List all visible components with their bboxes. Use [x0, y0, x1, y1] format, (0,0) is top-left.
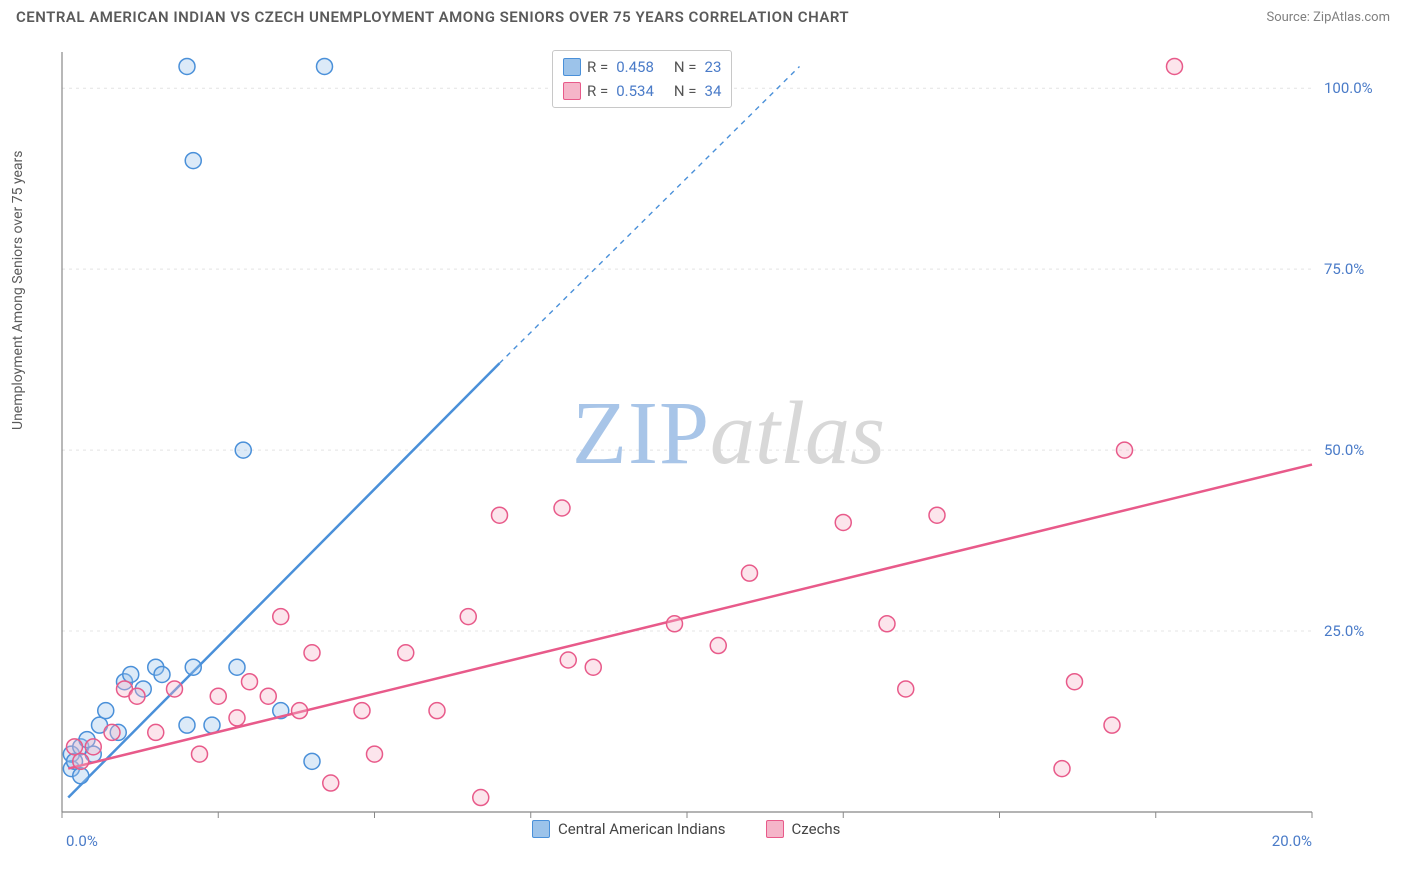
data-point	[67, 739, 83, 755]
scatter-chart-svg: 25.0% 50.0% 75.0% 100.0% 0.0% 20.0%	[52, 42, 1392, 862]
data-point	[560, 652, 576, 668]
legend-label: Central American Indians	[558, 820, 726, 838]
data-point	[73, 768, 89, 784]
data-point	[210, 688, 226, 704]
plot-area: 25.0%50.0%75.0%100.0%0.0%20.0% ZIPatlas …	[52, 42, 1392, 862]
data-point	[129, 688, 145, 704]
data-point	[1167, 58, 1183, 74]
legend-n-value: 34	[705, 79, 722, 103]
data-point	[492, 507, 508, 523]
data-point	[260, 688, 276, 704]
y-axis-label: Unemployment Among Seniors over 75 years	[10, 151, 26, 431]
data-point	[742, 565, 758, 581]
data-point	[98, 703, 114, 719]
data-point	[273, 609, 289, 625]
data-point	[154, 666, 170, 682]
x-tick-label: 0.0%	[66, 832, 98, 850]
data-point	[242, 674, 258, 690]
data-point	[204, 717, 220, 733]
data-point	[429, 703, 445, 719]
trend-line	[68, 465, 1312, 769]
data-point	[123, 666, 139, 682]
data-point	[460, 609, 476, 625]
legend-n-value: 23	[705, 55, 722, 79]
legend-label: Czechs	[792, 820, 841, 838]
data-point	[585, 659, 601, 675]
legend-swatch	[563, 58, 581, 76]
y-tick-label: 100.0%	[1324, 79, 1373, 97]
legend-row: R = 0.534 N = 34	[563, 79, 721, 103]
data-point	[167, 681, 183, 697]
source-attribution: Source: ZipAtlas.com	[1266, 10, 1390, 25]
data-point	[554, 500, 570, 516]
data-point	[235, 442, 251, 458]
data-point	[667, 616, 683, 632]
data-point	[229, 659, 245, 675]
data-point	[1104, 717, 1120, 733]
legend-row: R = 0.458 N = 23	[563, 55, 721, 79]
legend-n-label: N =	[674, 79, 697, 103]
legend-swatch	[766, 820, 784, 838]
y-tick-label: 50.0%	[1324, 441, 1364, 459]
y-tick-label: 25.0%	[1324, 622, 1364, 640]
data-point	[185, 153, 201, 169]
data-point	[898, 681, 914, 697]
legend-item: Czechs	[766, 820, 841, 838]
data-point	[317, 58, 333, 74]
legend-swatch	[532, 820, 550, 838]
series-legend: Central American Indians Czechs	[532, 820, 840, 838]
data-point	[710, 638, 726, 654]
trend-line	[68, 363, 499, 797]
data-point	[1054, 761, 1070, 777]
data-point	[73, 753, 89, 769]
trend-line-dashed	[500, 66, 800, 363]
data-point	[104, 724, 120, 740]
correlation-legend: R = 0.458 N = 23 R = 0.534 N = 34	[552, 50, 732, 108]
data-point	[229, 710, 245, 726]
data-point	[292, 703, 308, 719]
chart-header: CENTRAL AMERICAN INDIAN VS CZECH UNEMPLO…	[0, 0, 1406, 30]
data-point	[304, 645, 320, 661]
x-tick-label: 20.0%	[1272, 832, 1312, 850]
data-point	[179, 717, 195, 733]
data-point	[1117, 442, 1133, 458]
y-tick-label: 75.0%	[1324, 260, 1364, 278]
data-point	[398, 645, 414, 661]
data-point	[323, 775, 339, 791]
data-point	[304, 753, 320, 769]
legend-n-label: N =	[674, 55, 697, 79]
data-point	[185, 659, 201, 675]
legend-r-value: 0.458	[616, 55, 654, 79]
legend-r-label: R =	[587, 55, 608, 79]
legend-r-value: 0.534	[616, 79, 654, 103]
legend-r-label: R =	[587, 79, 608, 103]
data-point	[354, 703, 370, 719]
data-point	[1067, 674, 1083, 690]
data-point	[179, 58, 195, 74]
data-point	[367, 746, 383, 762]
data-point	[879, 616, 895, 632]
data-point	[929, 507, 945, 523]
legend-swatch	[563, 82, 581, 100]
data-point	[148, 724, 164, 740]
data-point	[85, 739, 101, 755]
legend-item: Central American Indians	[532, 820, 726, 838]
data-point	[192, 746, 208, 762]
data-point	[473, 790, 489, 806]
data-point	[835, 514, 851, 530]
chart-title: CENTRAL AMERICAN INDIAN VS CZECH UNEMPLO…	[16, 8, 849, 26]
